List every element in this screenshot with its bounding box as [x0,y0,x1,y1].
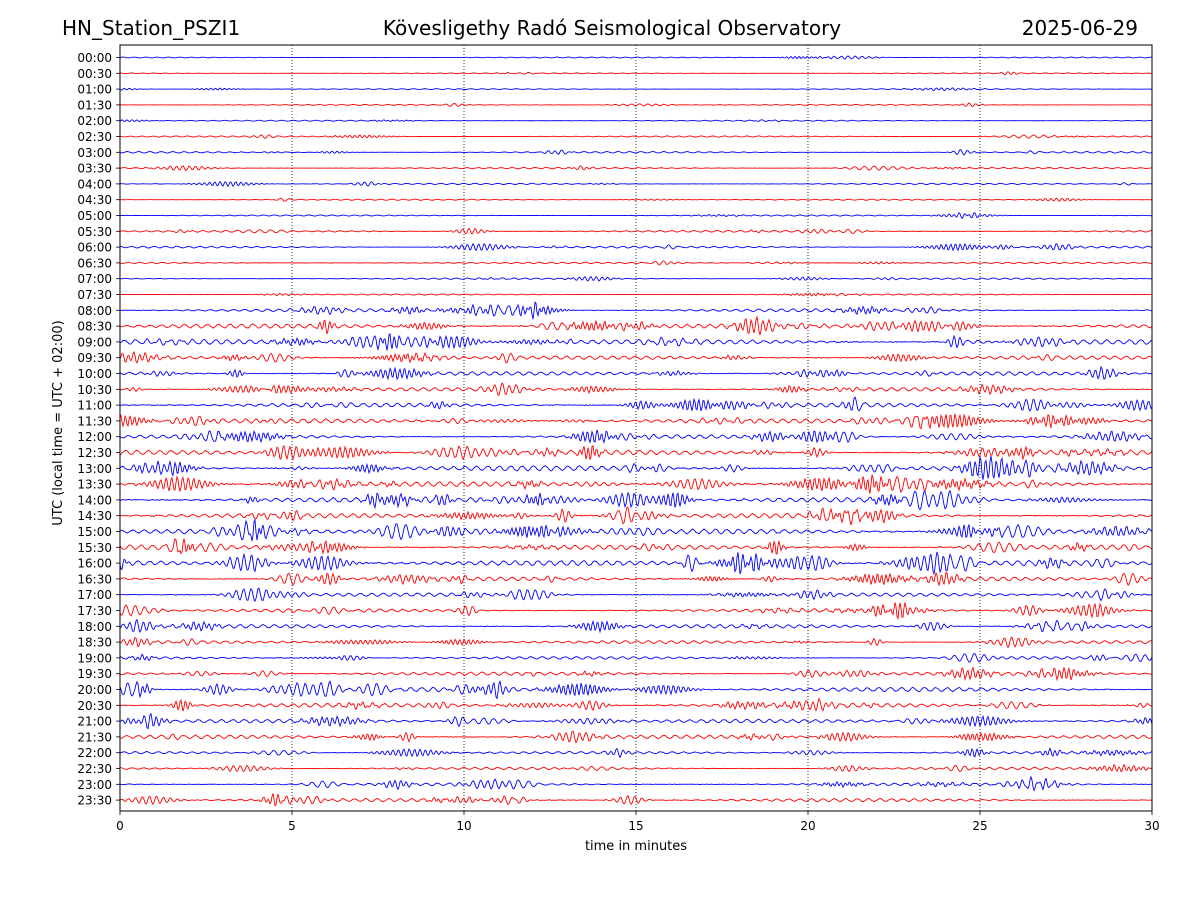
y-tick-label: 17:30 [77,604,112,618]
y-tick-label: 11:00 [77,399,112,413]
y-tick-label: 09:00 [77,335,112,349]
y-tick-label: 17:00 [77,588,112,602]
x-tick-label: 10 [456,819,471,833]
trace-0700 [119,276,1153,282]
trace-2330 [119,793,1153,807]
y-tick-label: 09:30 [77,351,112,365]
trace-0230 [119,134,1153,139]
y-tick-label: 00:00 [77,51,112,65]
trace-0030 [119,71,1153,76]
y-tick-label: 21:00 [77,715,112,729]
y-tick-label: 01:30 [77,98,112,112]
y-tick-label: 06:30 [77,256,112,270]
trace-0100 [119,87,1153,91]
y-tick-label: 06:00 [77,241,112,255]
y-tick-label: 23:00 [77,778,112,792]
y-tick-label: 01:00 [77,83,112,97]
y-tick-label: 16:00 [77,557,112,571]
x-tick-label: 30 [1144,819,1159,833]
y-tick-label: 11:30 [77,414,112,428]
y-tick-label: 22:30 [77,762,112,776]
x-tick-label: 5 [288,819,296,833]
y-tick-label: 15:00 [77,525,112,539]
trace-2200 [119,747,1153,759]
x-tick-label: 25 [972,819,987,833]
trace-0430 [119,197,1153,202]
y-tick-label: 14:00 [77,493,112,507]
y-tick-label: 22:00 [77,746,112,760]
observatory-title: Kövesligethy Radó Seismological Observat… [382,16,842,40]
y-tick-label: 23:30 [77,794,112,808]
y-tick-label: 19:30 [77,667,112,681]
y-tick-label: 18:30 [77,636,112,650]
trace-1000 [119,365,1153,381]
y-tick-label: 13:00 [77,462,112,476]
trace-0900 [119,333,1153,351]
y-tick-label: 02:00 [77,114,112,128]
y-tick-label: 04:30 [77,193,112,207]
y-tick-label: 14:30 [77,509,112,523]
y-tick-label: 04:00 [77,177,112,191]
record-date: 2025-06-29 [1021,16,1138,40]
y-tick-label: 20:00 [77,683,112,697]
y-tick-label: 10:30 [77,383,112,397]
trace-1930 [119,666,1153,682]
x-tick-label: 20 [800,819,815,833]
y-tick-label: 18:00 [77,620,112,634]
trace-2000 [119,680,1153,700]
y-tick-label: 20:30 [77,699,112,713]
y-tick-label: 16:30 [77,572,112,586]
trace-2300 [119,775,1153,792]
trace-1200 [119,429,1153,444]
y-tick-label: 12:00 [77,430,112,444]
trace-0830 [119,315,1153,336]
y-tick-label: 03:00 [77,146,112,160]
y-tick-label: 21:30 [77,730,112,744]
y-tick-label: 12:30 [77,446,112,460]
y-tick-label: 05:00 [77,209,112,223]
y-tick-label: 13:30 [77,478,112,492]
y-tick-label: 00:30 [77,67,112,81]
y-tick-label: 03:30 [77,162,112,176]
y-tick-label: 07:00 [77,272,112,286]
y-tick-label: 05:30 [77,225,112,239]
trace-1730 [119,602,1153,620]
y-tick-label: 10:00 [77,367,112,381]
y-tick-label: 08:30 [77,320,112,334]
y-tick-label: 15:30 [77,541,112,555]
x-tick-label: 0 [116,819,124,833]
trace-0630 [119,260,1153,266]
trace-1530 [119,538,1153,555]
station-name: HN_Station_PSZI1 [62,16,241,40]
x-tick-label: 15 [628,819,643,833]
y-tick-label: 19:00 [77,651,112,665]
x-axis-label: time in minutes [585,839,687,854]
trace-1400 [119,489,1153,511]
y-tick-label: 08:00 [77,304,112,318]
y-tick-label: 02:30 [77,130,112,144]
trace-2030 [119,697,1153,712]
trace-0300 [119,149,1153,156]
y-axis-label: UTC (local time = UTC + 02:00) [51,320,66,525]
y-tick-label: 07:30 [77,288,112,302]
trace-0800 [119,301,1153,320]
